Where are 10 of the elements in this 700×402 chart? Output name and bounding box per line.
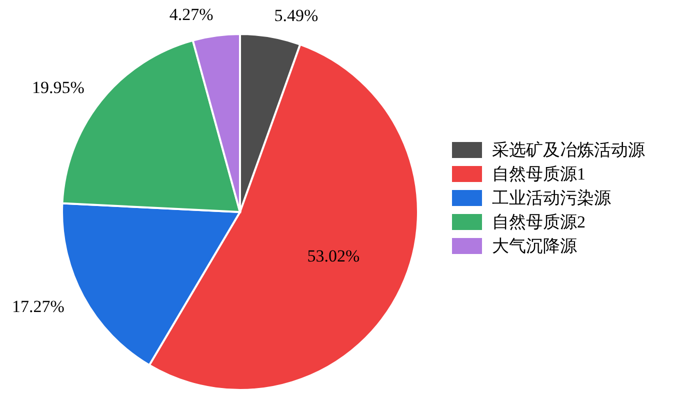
data-label: 4.27% [169, 4, 214, 24]
data-label: 53.02% [307, 246, 360, 266]
legend-label: 采选矿及冶炼活动源 [492, 140, 645, 160]
legend-label: 工业活动污染源 [492, 188, 611, 208]
data-label: 19.95% [32, 78, 84, 97]
legend-label: 自然母质源2 [492, 212, 586, 232]
data-label: 5.49% [274, 6, 318, 26]
legend-label: 自然母质源1 [492, 164, 586, 184]
legend-label: 大气沉降源 [492, 236, 577, 256]
data-label: 17.27% [12, 296, 64, 316]
